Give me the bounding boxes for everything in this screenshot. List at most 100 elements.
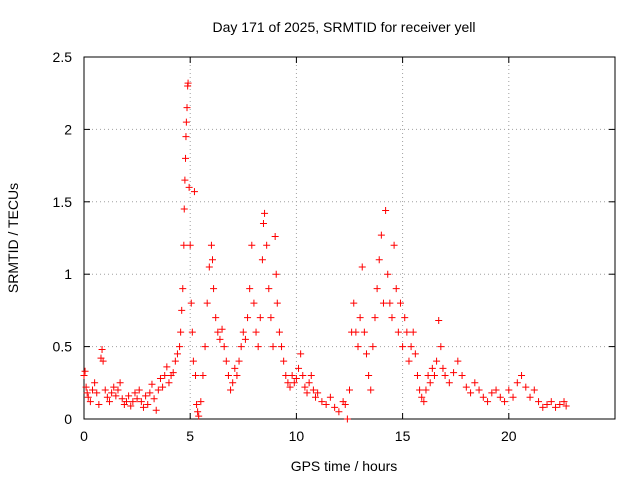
data-point — [275, 328, 283, 336]
data-point — [539, 403, 547, 411]
data-point — [430, 372, 438, 380]
data-point — [192, 372, 200, 380]
data-point — [156, 374, 164, 382]
data-point — [235, 357, 243, 365]
data-point — [403, 328, 411, 336]
data-point — [173, 350, 181, 358]
data-point — [358, 263, 366, 271]
data-point — [496, 393, 504, 401]
data-point — [248, 241, 256, 249]
chart-title: Day 171 of 2025, SRMTID for receiver yel… — [213, 19, 476, 35]
data-point — [428, 364, 436, 372]
data-point — [129, 398, 137, 406]
data-point — [118, 395, 126, 403]
data-point — [422, 386, 430, 394]
data-point — [177, 328, 185, 336]
data-point — [169, 369, 177, 377]
data-point — [148, 380, 156, 388]
data-point — [405, 357, 413, 365]
data-point — [142, 392, 150, 400]
data-point — [439, 364, 447, 372]
data-point — [194, 408, 202, 416]
data-point — [445, 379, 453, 387]
data-point — [139, 403, 147, 411]
data-point — [267, 314, 275, 322]
y-tick-label: 2.5 — [53, 49, 73, 65]
data-point — [420, 398, 428, 406]
data-point — [182, 118, 190, 126]
data-point — [246, 285, 254, 293]
data-point — [135, 386, 143, 394]
data-point — [161, 372, 169, 380]
data-point — [254, 343, 262, 351]
data-point — [292, 374, 300, 382]
data-point — [181, 176, 189, 184]
data-point — [375, 256, 383, 264]
data-point — [371, 314, 379, 322]
data-point — [501, 398, 509, 406]
data-point — [231, 364, 239, 372]
data-point — [552, 403, 560, 411]
data-point — [188, 328, 196, 336]
x-tick-label: 10 — [289, 428, 305, 444]
data-point — [272, 270, 280, 278]
x-tick-label: 0 — [80, 428, 88, 444]
data-point — [435, 317, 443, 325]
data-point — [91, 379, 99, 387]
data-point — [307, 372, 315, 380]
data-point — [209, 256, 217, 264]
x-tick-label: 5 — [186, 428, 194, 444]
data-point — [556, 401, 564, 409]
data-point — [199, 372, 207, 380]
data-point — [184, 79, 192, 87]
data-point — [201, 343, 209, 351]
data-point — [467, 389, 475, 397]
data-point — [413, 372, 421, 380]
data-point — [288, 372, 296, 380]
data-point — [373, 285, 381, 293]
data-point — [367, 386, 375, 394]
y-tick-label: 0.5 — [53, 339, 73, 355]
data-point — [131, 389, 139, 397]
data-point — [377, 231, 385, 239]
data-point — [187, 299, 195, 307]
data-point — [182, 154, 190, 162]
data-point — [159, 383, 167, 391]
x-tick-labels: 0 5 10 15 20 — [80, 428, 517, 444]
y-tick-labels: 0 0.5 1 1.5 2 2.5 — [53, 49, 73, 427]
data-point — [105, 398, 113, 406]
data-point — [278, 343, 286, 351]
data-point — [137, 398, 145, 406]
data-point — [212, 314, 220, 322]
data-point — [388, 314, 396, 322]
data-point — [295, 364, 303, 372]
data-point — [84, 393, 92, 401]
data-point — [299, 372, 307, 380]
data-point — [475, 386, 483, 394]
data-point — [346, 386, 353, 394]
data-point — [301, 383, 309, 391]
data-point — [560, 398, 568, 406]
data-point — [526, 393, 534, 401]
data-point — [286, 383, 294, 391]
data-point — [297, 350, 305, 358]
data-point — [165, 379, 173, 387]
data-point — [416, 386, 424, 394]
data-point — [133, 395, 141, 403]
data-point — [562, 402, 570, 410]
data-point — [99, 357, 107, 365]
data-point — [394, 328, 402, 336]
data-point — [450, 369, 458, 377]
data-point — [81, 367, 89, 375]
data-point — [488, 389, 496, 397]
data-point — [341, 401, 349, 409]
data-point — [492, 386, 500, 394]
data-point — [362, 350, 370, 358]
plot-frame — [83, 56, 616, 420]
data-point — [244, 314, 252, 322]
data-point — [256, 314, 264, 322]
data-point — [407, 343, 415, 351]
data-point — [258, 256, 266, 264]
y-tick-label: 1.5 — [53, 194, 73, 210]
